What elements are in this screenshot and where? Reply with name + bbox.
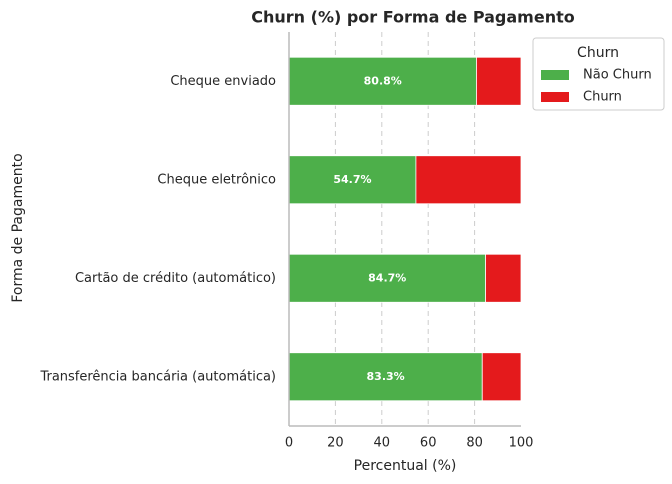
x-tick-label: 100 (509, 436, 534, 451)
y-tick-label: Cheque enviado (170, 74, 276, 89)
x-axis-label: Percentual (%) (354, 458, 457, 474)
x-tick-label: 40 (374, 436, 391, 451)
legend-title: Churn (577, 45, 619, 61)
x-tick-label: 0 (285, 436, 293, 451)
data-label: 83.3% (367, 370, 405, 383)
y-tick-label: Transferência bancária (automática) (39, 369, 276, 384)
chart-title: Churn (%) por Forma de Pagamento (251, 8, 574, 27)
data-label: 84.7% (368, 271, 406, 284)
legend-label: Não Churn (583, 68, 652, 83)
bar-segment (485, 253, 522, 303)
legend-swatch (541, 70, 569, 80)
data-label: 54.7% (333, 173, 371, 186)
legend-swatch (541, 92, 569, 102)
bar-segment (415, 155, 522, 205)
y-tick-label: Cartão de crédito (automático) (75, 271, 276, 286)
x-tick-label: 80 (466, 436, 483, 451)
bar-segment (476, 56, 522, 106)
x-tick-label: 20 (327, 436, 344, 451)
y-tick-label: Cheque eletrônico (157, 172, 276, 187)
bar-segment (481, 352, 522, 402)
legend-label: Churn (583, 90, 622, 105)
x-tick-label: 60 (420, 436, 437, 451)
data-label: 80.8% (364, 74, 402, 87)
bar-segment (288, 56, 477, 106)
y-axis-label: Forma de Pagamento (10, 153, 26, 302)
